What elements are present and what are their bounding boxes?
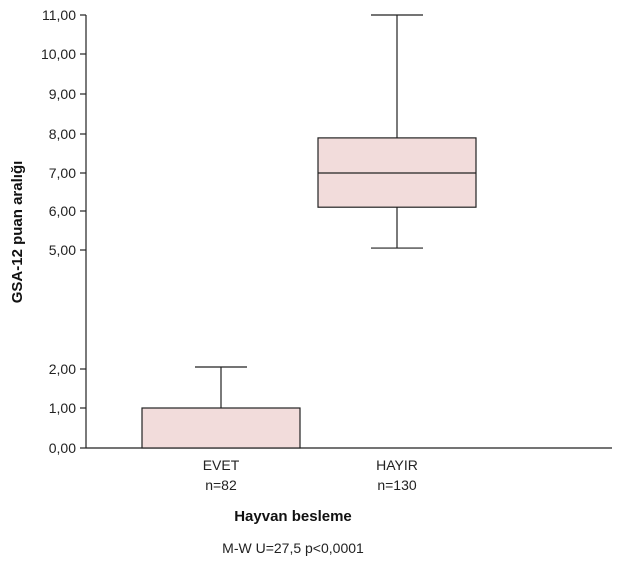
y-tick-label: 9,00 [49,86,76,102]
y-tick-label: 5,00 [49,242,76,258]
category-n-label: n=82 [205,477,237,493]
y-tick-label: 6,00 [49,203,76,219]
x-axis-title: Hayvan besleme [234,508,352,525]
y-tick-label: 1,00 [49,400,76,416]
y-axis-title: GSA-12 puan aralığı [9,161,26,304]
category-n-label: n=130 [377,477,417,493]
category-labels: EVET n=82 HAYIR n=130 [203,457,418,493]
test-statistic-annotation: M-W U=27,5 p<0,0001 [222,540,364,556]
category-label: HAYIR [376,457,418,473]
category-label: EVET [203,457,240,473]
y-tick-label: 0,00 [49,440,76,456]
y-tick-label: 10,00 [41,46,76,62]
y-tick-label: 2,00 [49,361,76,377]
y-ticks: 0,00 1,00 2,00 5,00 6,00 7,00 8,00 9,00 10,00 11,… [41,7,86,456]
axes [85,15,612,449]
y-tick-label: 8,00 [49,126,76,142]
box-evet [141,366,301,449]
iqr-box [141,407,301,449]
boxes [141,14,477,449]
y-tick-label: 7,00 [49,165,76,181]
box-hayir [317,14,477,249]
y-tick-label: 11,00 [42,7,76,23]
